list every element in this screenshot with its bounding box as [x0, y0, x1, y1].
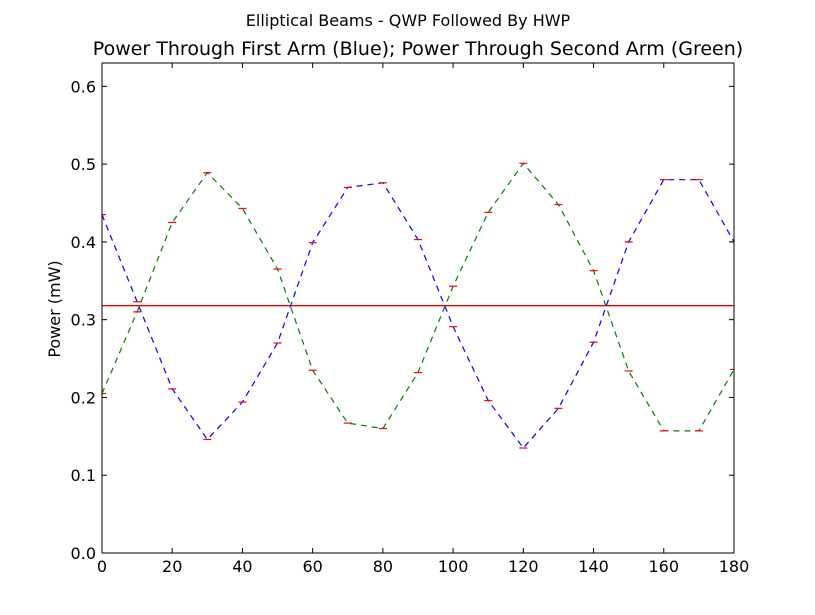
- y-tick-label: 0.6: [71, 77, 96, 96]
- series-line-1: [102, 179, 734, 449]
- x-tick-label: 180: [719, 557, 750, 576]
- x-tick-label: 40: [232, 557, 252, 576]
- x-tick-label: 140: [578, 557, 609, 576]
- x-tick-label: 20: [162, 557, 182, 576]
- x-tick-label: 60: [302, 557, 322, 576]
- chart-suptitle: Elliptical Beams - QWP Followed By HWP: [246, 11, 571, 30]
- x-tick-label: 160: [649, 557, 680, 576]
- plot-area: 0 20 40 60 80 100 120 140 160 180 0.0 0.1 0.2 0.3 0.4 0…: [71, 62, 750, 576]
- y-axis-label: Power (mW): [45, 260, 64, 357]
- x-tick-label: 120: [508, 557, 539, 576]
- x-tick-label: 0: [97, 557, 107, 576]
- series-group: [102, 162, 734, 449]
- x-tick-label: 80: [373, 557, 393, 576]
- y-tick-label: 0.3: [71, 311, 96, 330]
- y-tick-label: 0.0: [71, 544, 96, 563]
- series-line-2: [102, 162, 734, 432]
- chart-title: Power Through First Arm (Blue); Power Th…: [93, 38, 743, 60]
- y-tick-label: 0.5: [71, 155, 96, 174]
- y-tick-label: 0.2: [71, 388, 96, 407]
- x-tick-label: 100: [438, 557, 469, 576]
- y-tick-label: 0.4: [71, 233, 96, 252]
- plot-frame: [101, 62, 735, 554]
- y-tick-label: 0.1: [71, 466, 96, 485]
